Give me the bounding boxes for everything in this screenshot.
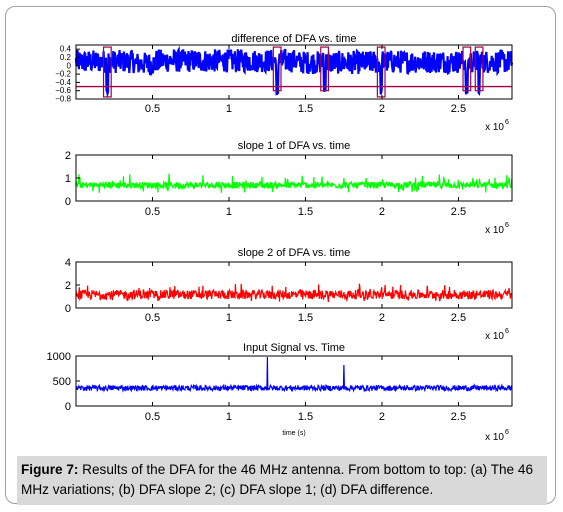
x-tick-label: 2 <box>379 312 385 324</box>
y-tick-label: 2 <box>65 280 71 292</box>
x-tick-label: 0.5 <box>145 411 160 423</box>
y-tick-label: 4 <box>65 257 71 269</box>
y-tick-label: 1 <box>65 173 71 185</box>
x-exponent-label: x 10 <box>485 225 504 236</box>
highlight-box-6 <box>474 46 484 92</box>
caption-label: Figure 7: <box>21 462 79 477</box>
caption-text: Results of the DFA for the 46 MHz antenn… <box>21 462 534 497</box>
chart-panel-3: slope 2 of DFA vs. time 0.5 1 1.5 2 2.5 4 2 0 x 1… <box>65 247 513 342</box>
x-exponent-label: x 10 <box>485 331 504 342</box>
y-tick-label: 0.4 <box>60 45 72 54</box>
x-tick-label: 2 <box>379 206 385 218</box>
figure-caption: Figure 7: Results of the DFA for the 46 … <box>17 456 547 505</box>
axes-frame <box>75 154 513 202</box>
x-tick-label: 1.5 <box>298 312 313 324</box>
axes-frame <box>75 261 513 309</box>
x-tick-label: 0.5 <box>145 312 160 324</box>
x-axis-label: time (s) <box>282 430 305 437</box>
chart-panel-1: difference of DFA vs. time 0.5 1 1.5 2 2.5 0.4… <box>55 33 514 133</box>
series-line <box>75 356 513 393</box>
x-tick-label: 1.5 <box>298 206 313 218</box>
x-exponent: 6 <box>505 328 509 335</box>
y-tick-label: 0 <box>65 303 71 315</box>
x-exponent: 6 <box>505 429 509 436</box>
x-tick-label: 2.5 <box>451 411 466 423</box>
chart-title: slope 1 of DFA vs. time <box>238 140 351 152</box>
x-tick-label: 2.5 <box>451 206 466 218</box>
x-exponent: 6 <box>505 222 509 229</box>
x-tick-label: 2.5 <box>451 103 466 115</box>
series-line <box>75 283 513 303</box>
x-tick-label: 0.5 <box>145 103 160 115</box>
x-exponent: 6 <box>505 119 509 126</box>
chart-title: slope 2 of DFA vs. time <box>238 247 351 259</box>
y-tick-label: 2 <box>65 150 71 162</box>
y-tick-label: −0.8 <box>55 95 71 104</box>
x-tick-label: 1 <box>226 312 232 324</box>
highlight-box-1 <box>102 46 112 98</box>
x-exponent-label: x 10 <box>485 122 504 133</box>
highlight-box-4 <box>376 46 386 98</box>
x-tick-label: 2 <box>379 411 385 423</box>
y-tick-label: −0.6 <box>55 86 71 95</box>
x-tick-label: 1 <box>226 103 232 115</box>
x-tick-label: 2 <box>379 103 385 115</box>
x-exponent-label: x 10 <box>485 432 504 443</box>
x-tick-label: 1 <box>226 411 232 423</box>
series-line <box>75 173 513 193</box>
highlight-box-3 <box>320 46 330 92</box>
y-tick-label: 0 <box>65 401 71 413</box>
highlight-box-2 <box>272 46 282 92</box>
x-tick-label: 0.5 <box>145 206 160 218</box>
y-tick-label: −0.4 <box>55 78 71 87</box>
y-tick-label: 0.2 <box>60 53 72 62</box>
chart-panel-2: slope 1 of DFA vs. time 0.5 1 1.5 2 2.5 2 1 0 x 1… <box>65 140 513 236</box>
y-tick-label: 500 <box>53 376 71 388</box>
axes-frame <box>75 44 513 100</box>
highlight-box-5 <box>462 46 472 92</box>
chart-title: difference of DFA vs. time <box>231 33 356 45</box>
y-tick-label: 0 <box>65 196 71 208</box>
chart-panel-4: Input Signal vs. Time 0.5 1 1.5 2 2.5 1000 500 0… <box>47 342 513 443</box>
y-tick-label: −0.2 <box>55 70 71 79</box>
x-tick-label: 1.5 <box>298 411 313 423</box>
x-tick-label: 1 <box>226 206 232 218</box>
y-tick-label: 1000 <box>47 351 71 363</box>
chart-title: Input Signal vs. Time <box>243 342 345 354</box>
series-line <box>74 45 514 98</box>
x-tick-label: 2.5 <box>451 312 466 324</box>
axes-frame <box>75 355 513 407</box>
x-tick-label: 1.5 <box>298 103 313 115</box>
y-tick-label: 0 <box>67 61 72 70</box>
